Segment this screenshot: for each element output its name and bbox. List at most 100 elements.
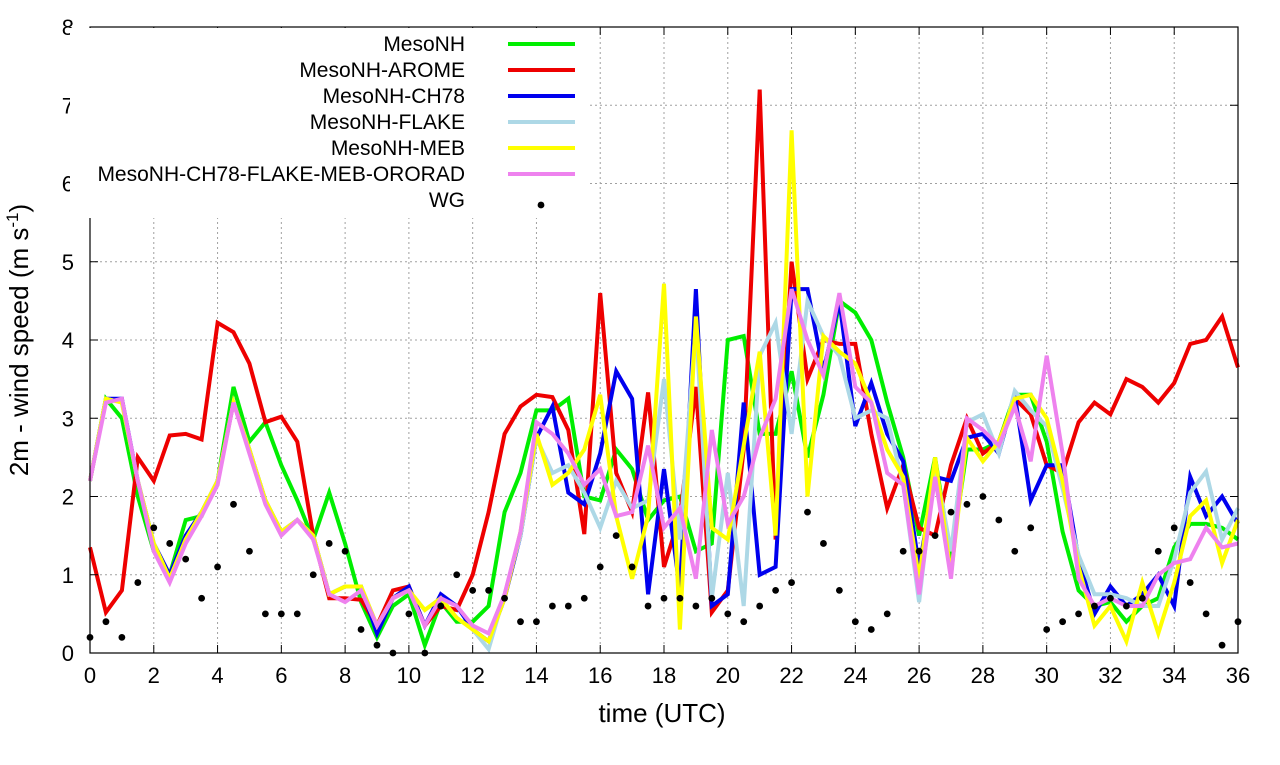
wg-point <box>931 532 939 540</box>
legend-label: MesoNH <box>383 33 465 56</box>
wg-point <box>1091 602 1098 610</box>
wg-point <box>1202 610 1210 618</box>
wg-point <box>708 594 716 602</box>
wg-point <box>676 594 684 602</box>
wg-point <box>740 618 748 626</box>
legend-label: MesoNH-MEB <box>331 137 465 160</box>
x-tick-label: 12 <box>460 663 484 688</box>
legend-label: MesoNH-CH78 <box>323 85 465 108</box>
wg-point <box>660 594 668 602</box>
wg-point <box>1107 594 1114 602</box>
x-tick-label: 20 <box>716 663 740 688</box>
wg-point <box>820 540 827 547</box>
wg-point <box>405 610 413 618</box>
series-layer <box>88 89 1240 654</box>
legend-label: MesoNH-AROME <box>299 59 465 82</box>
wg-point <box>501 594 508 602</box>
wg-point <box>804 508 811 516</box>
x-tick-label: 36 <box>1226 663 1250 688</box>
wg-point <box>979 493 987 500</box>
x-tick-label: 22 <box>779 663 803 688</box>
wg-point <box>198 594 206 602</box>
wg-point <box>293 610 301 618</box>
wg-point <box>915 547 923 555</box>
wg-point <box>995 516 1003 524</box>
wg-point <box>692 602 700 610</box>
wg-point <box>548 602 556 610</box>
x-tick-label: 0 <box>84 663 96 688</box>
wg-point <box>182 555 190 563</box>
x-tick-label: 18 <box>652 663 676 688</box>
wg-point <box>437 602 445 610</box>
wg-point <box>230 500 237 508</box>
x-tick-label: 24 <box>843 663 867 688</box>
wg-point <box>118 633 126 641</box>
legend-label: MesoNH-FLAKE <box>310 111 465 134</box>
wg-point <box>867 626 875 633</box>
wg-point <box>246 547 253 555</box>
x-tick-label: 14 <box>524 663 548 688</box>
y-tick-label: 5 <box>62 250 74 275</box>
wg-point <box>357 626 365 633</box>
x-tick-label: 2 <box>148 663 160 688</box>
wg-point <box>1011 547 1019 555</box>
wg-point <box>580 594 588 602</box>
wg-point <box>373 641 381 649</box>
wg-point <box>564 602 572 610</box>
wg-point <box>277 610 285 618</box>
wg-point <box>469 587 477 594</box>
x-tick-label: 34 <box>1162 663 1186 688</box>
series-line-mesonh <box>88 297 1240 652</box>
wg-point <box>325 540 333 547</box>
wg-point <box>835 587 843 594</box>
x-tick-label: 30 <box>1034 663 1058 688</box>
y-axis-label-main: 2m - wind speed (m s <box>4 228 34 477</box>
wg-point <box>772 587 780 594</box>
wg-point <box>1138 594 1146 602</box>
wg-point <box>1043 626 1051 633</box>
wg-point <box>596 563 604 571</box>
wg-point <box>1186 579 1194 586</box>
x-tick-label: 28 <box>971 663 995 688</box>
wg-point <box>1170 524 1178 532</box>
wg-point <box>628 563 636 571</box>
x-axis-label: time (UTC) <box>598 698 725 728</box>
y-axis-label-close: ) <box>4 204 34 213</box>
wg-point <box>341 547 349 555</box>
wg-point <box>134 579 142 586</box>
wg-point <box>883 610 891 618</box>
legend-label: WG <box>429 189 465 212</box>
wg-point <box>1027 524 1035 532</box>
wg-point <box>963 500 971 508</box>
wg-point <box>533 618 540 626</box>
x-tick-label: 26 <box>907 663 931 688</box>
y-axis-label: 2m - wind speed (m s-1) <box>3 204 34 476</box>
x-tick-label: 4 <box>211 663 223 688</box>
legend: MesoNH MesoNH-AROME MesoNH-CH78 MesoNH-FLAK… <box>70 28 590 218</box>
wg-point <box>1059 618 1067 626</box>
wg-point <box>788 579 795 586</box>
wg-point <box>1075 610 1082 618</box>
x-tick-label: 32 <box>1098 663 1122 688</box>
y-tick-label: 4 <box>62 328 74 353</box>
wg-point <box>102 618 110 626</box>
legend-swatch <box>537 201 545 209</box>
x-tick-label: 10 <box>397 663 421 688</box>
wg-point <box>214 563 221 571</box>
wg-point <box>1154 547 1162 555</box>
wg-point <box>453 571 461 579</box>
legend-label: MesoNH-CH78-FLAKE-MEB-ORORAD <box>97 163 465 186</box>
wg-point <box>166 540 174 547</box>
x-tick-label: 6 <box>275 663 287 688</box>
wg-point <box>309 571 317 579</box>
y-tick-label: 1 <box>62 563 74 588</box>
series-line-mesonh-ch78-flake-meb-ororad <box>88 288 1239 637</box>
x-tick-label: 8 <box>339 663 351 688</box>
wg-point <box>1218 641 1226 649</box>
legend-background <box>70 28 590 218</box>
wg-point <box>485 587 493 594</box>
y-tick-label: 3 <box>62 406 74 431</box>
x-tick-label: 16 <box>588 663 612 688</box>
wg-point <box>1122 602 1130 610</box>
